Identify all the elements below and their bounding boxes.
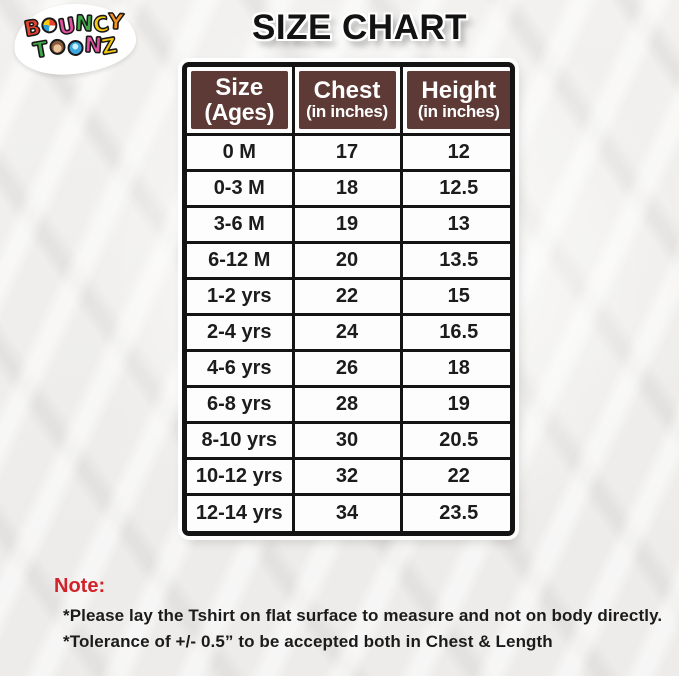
logo-line-1: B UNCY [14, 3, 133, 42]
monkey-face-icon [48, 38, 66, 56]
table-cell: 13 [399, 205, 510, 244]
logo-letter: T [31, 36, 51, 63]
table-cell: 30 [291, 421, 403, 460]
table-cell: 15 [399, 277, 510, 316]
table-row: 0-3 M 18 12.5 [187, 169, 510, 208]
table-row: 8-10 yrs 30 20.5 [187, 421, 510, 460]
table-cell: 20.5 [399, 421, 510, 460]
brand-logo: B UNCY T NZ [12, 0, 138, 78]
size-chart-table-frame: Size (Ages) Chest (in inches) Height [182, 62, 515, 536]
table-cell: 3-6 M [187, 205, 295, 244]
table-cell: 12-14 yrs [187, 493, 295, 531]
table-cell: 20 [291, 241, 403, 280]
table-row: 6-8 yrs 28 19 [187, 385, 510, 424]
table-cell: 2-4 yrs [187, 313, 295, 352]
table-cell: 24 [291, 313, 403, 352]
header-sublabel: (Ages) [204, 99, 275, 126]
table-cell: 19 [291, 205, 403, 244]
table-cell: 23.5 [399, 493, 510, 531]
header-label: Chest [313, 76, 381, 104]
table-cell: 10-12 yrs [187, 457, 295, 496]
table-body: 0 M 17 12 0-3 M 18 12.5 3-6 M 19 13 6-12 M 20 13.5 1… [187, 133, 510, 531]
header-height: Height (in inches) [399, 67, 510, 136]
logo-letter: Y [108, 9, 126, 35]
size-chart-table: Size (Ages) Chest (in inches) Height [187, 67, 510, 531]
logo-line-2: T NZ [16, 32, 135, 63]
note-section: Note: *Please lay the Tshirt on flat sur… [54, 575, 676, 654]
table-cell: 12 [399, 133, 510, 172]
table-cell: 0 M [187, 133, 295, 172]
table-row: 2-4 yrs 24 16.5 [187, 313, 510, 352]
table-cell: 13.5 [399, 241, 510, 280]
table-row: 0 M 17 12 [187, 133, 510, 172]
header-size-ages: Size (Ages) [187, 67, 295, 136]
table-row: 10-12 yrs 32 22 [187, 457, 510, 496]
table-cell: 17 [291, 133, 403, 172]
header-sublabel: (in inches) [417, 102, 500, 122]
blue-face-icon [66, 38, 85, 58]
table-cell: 8-10 yrs [187, 421, 295, 460]
table-cell: 16.5 [399, 313, 510, 352]
header-label: Height [421, 76, 497, 104]
beach-ball-icon [41, 16, 59, 34]
header-chest: Chest (in inches) [291, 67, 403, 136]
table-row: 6-12 M 20 13.5 [187, 241, 510, 280]
note-label: Note: [54, 575, 106, 597]
table-cell: 18 [399, 349, 510, 388]
header-row: Size (Ages) Chest (in inches) Height [187, 67, 510, 136]
header-cell-box: Chest (in inches) [298, 71, 396, 129]
table-cell: 12.5 [399, 169, 510, 208]
table-cell: 0-3 M [187, 169, 295, 208]
table-cell: 18 [291, 169, 403, 208]
header-cell-box: Size (Ages) [191, 71, 288, 129]
table-cell: 6-12 M [187, 241, 295, 280]
table-cell: 28 [291, 385, 403, 424]
page-title: SIZE CHART [252, 8, 467, 47]
table-cell: 19 [399, 385, 510, 424]
table-cell: 4-6 yrs [187, 349, 295, 388]
table-cell: 22 [291, 277, 403, 316]
table-row: 3-6 M 19 13 [187, 205, 510, 244]
table-row: 1-2 yrs 22 15 [187, 277, 510, 316]
table-cell: 22 [399, 457, 510, 496]
table-cell: 6-8 yrs [187, 385, 295, 424]
logo-letter: Z [99, 32, 120, 60]
note-item: *Please lay the Tshirt on flat surface t… [63, 606, 663, 625]
table-row: 4-6 yrs 26 18 [187, 349, 510, 388]
table-cell: 34 [291, 493, 403, 531]
header-sublabel: (in inches) [306, 102, 388, 122]
header-cell-box: Height (in inches) [406, 71, 510, 129]
table-cell: 26 [291, 349, 403, 388]
table-row: 12-14 yrs 34 23.5 [187, 493, 510, 531]
table-cell: 1-2 yrs [187, 277, 295, 316]
header-label: Size [215, 73, 264, 101]
table-cell: 32 [291, 457, 403, 496]
note-items: *Please lay the Tshirt on flat surface t… [54, 604, 676, 654]
note-item: *Tolerance of +/- 0.5” to be accepted bo… [63, 632, 553, 652]
